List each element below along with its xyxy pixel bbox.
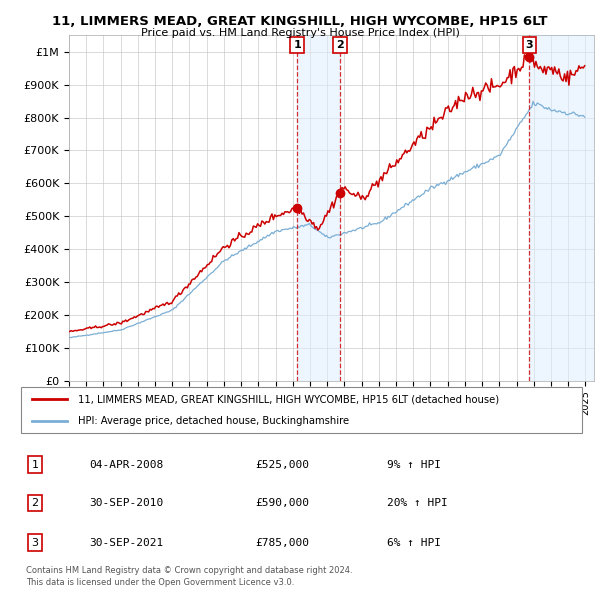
Text: £525,000: £525,000 <box>256 460 310 470</box>
Text: This data is licensed under the Open Government Licence v3.0.: This data is licensed under the Open Gov… <box>26 578 295 587</box>
Text: 1: 1 <box>32 460 38 470</box>
Bar <box>297 35 340 381</box>
Text: 11, LIMMERS MEAD, GREAT KINGSHILL, HIGH WYCOMBE, HP15 6LT: 11, LIMMERS MEAD, GREAT KINGSHILL, HIGH … <box>52 15 548 28</box>
Text: Price paid vs. HM Land Registry's House Price Index (HPI): Price paid vs. HM Land Registry's House … <box>140 28 460 38</box>
Text: £785,000: £785,000 <box>256 538 310 548</box>
Point <box>29 396 36 403</box>
Text: 20% ↑ HPI: 20% ↑ HPI <box>388 498 448 508</box>
Text: HPI: Average price, detached house, Buckinghamshire: HPI: Average price, detached house, Buck… <box>78 416 349 426</box>
FancyBboxPatch shape <box>21 388 582 432</box>
Text: 9% ↑ HPI: 9% ↑ HPI <box>388 460 442 470</box>
Point <box>29 417 36 424</box>
Text: Contains HM Land Registry data © Crown copyright and database right 2024.: Contains HM Land Registry data © Crown c… <box>26 566 353 575</box>
Bar <box>529 35 594 381</box>
Text: 04-APR-2008: 04-APR-2008 <box>89 460 164 470</box>
Point <box>63 417 70 424</box>
Text: 30-SEP-2010: 30-SEP-2010 <box>89 498 164 508</box>
Text: 6% ↑ HPI: 6% ↑ HPI <box>388 538 442 548</box>
Text: 30-SEP-2021: 30-SEP-2021 <box>89 538 164 548</box>
Text: 3: 3 <box>526 40 533 50</box>
Text: 3: 3 <box>32 538 38 548</box>
Text: 1: 1 <box>293 40 301 50</box>
Text: £590,000: £590,000 <box>256 498 310 508</box>
Point <box>63 396 70 403</box>
Text: 11, LIMMERS MEAD, GREAT KINGSHILL, HIGH WYCOMBE, HP15 6LT (detached house): 11, LIMMERS MEAD, GREAT KINGSHILL, HIGH … <box>78 394 499 404</box>
Text: 2: 2 <box>336 40 344 50</box>
Text: 2: 2 <box>31 498 38 508</box>
